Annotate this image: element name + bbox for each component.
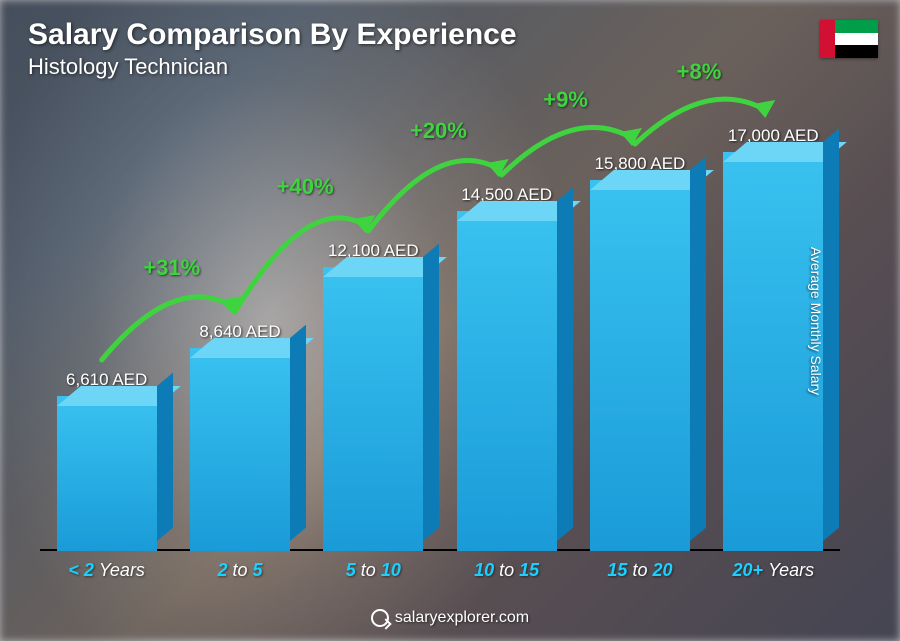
- bar-front-face: [590, 180, 690, 551]
- bar-group: 6,610 AED: [42, 370, 172, 551]
- bar: [323, 267, 423, 551]
- bar-group: 15,800 AED: [575, 154, 705, 551]
- x-axis-label: 20+ Years: [708, 560, 838, 581]
- bar-front-face: [57, 396, 157, 551]
- x-axis-label: 5 to 10: [308, 560, 438, 581]
- y-axis-label: Average Monthly Salary: [808, 246, 824, 394]
- country-flag-uae: [820, 20, 878, 58]
- x-axis-label: 2 to 5: [175, 560, 305, 581]
- bar-side-face: [157, 373, 173, 541]
- chart-header: Salary Comparison By Experience Histolog…: [28, 18, 517, 80]
- footer: salaryexplorer.com: [0, 609, 900, 627]
- x-axis-label: 10 to 15: [442, 560, 572, 581]
- bar: [590, 180, 690, 551]
- x-axis-label: < 2 Years: [42, 560, 172, 581]
- bar-side-face: [690, 157, 706, 541]
- bar: [57, 396, 157, 551]
- bars-container: 6,610 AED 8,640 AED 12,100 AED 14,500 AE…: [40, 131, 840, 551]
- footer-text: salaryexplorer.com: [395, 609, 529, 627]
- chart-area: 6,610 AED 8,640 AED 12,100 AED 14,500 AE…: [40, 110, 840, 581]
- chart-title: Salary Comparison By Experience: [28, 18, 517, 52]
- bar: [457, 211, 557, 551]
- bar-group: 8,640 AED: [175, 322, 305, 551]
- bar-group: 12,100 AED: [308, 241, 438, 551]
- bar-group: 14,500 AED: [442, 185, 572, 551]
- bar-side-face: [823, 129, 839, 541]
- bar-front-face: [323, 267, 423, 551]
- bar-side-face: [290, 325, 306, 541]
- magnify-icon: [371, 609, 389, 627]
- bar-side-face: [557, 188, 573, 541]
- bar-side-face: [423, 244, 439, 541]
- bar-front-face: [190, 348, 290, 551]
- bar: [190, 348, 290, 551]
- bar-front-face: [457, 211, 557, 551]
- chart-subtitle: Histology Technician: [28, 54, 517, 80]
- x-axis-label: 15 to 20: [575, 560, 705, 581]
- x-labels-container: < 2 Years2 to 55 to 1010 to 1515 to 2020…: [40, 560, 840, 581]
